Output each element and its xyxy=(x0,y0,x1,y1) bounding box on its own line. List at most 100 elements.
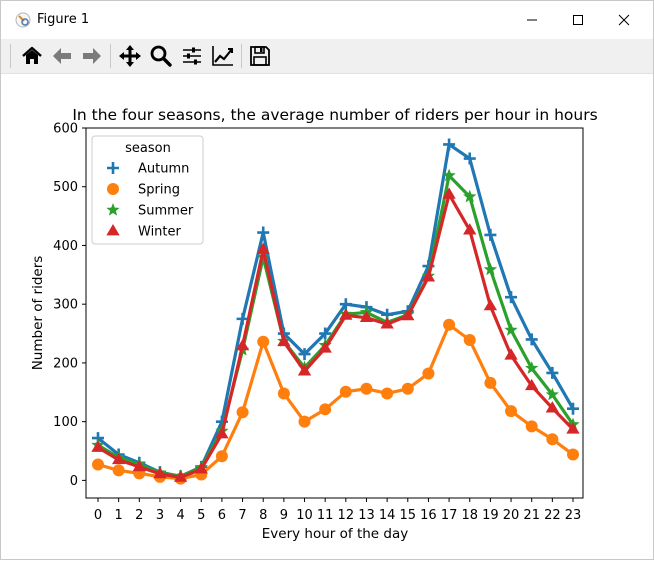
arrow-left-icon xyxy=(53,48,71,64)
data-point-autumn xyxy=(505,291,518,304)
x-tick-label: 4 xyxy=(176,508,184,523)
y-tick-label: 200 xyxy=(53,356,78,371)
move-icon xyxy=(119,45,141,67)
data-point-winter xyxy=(91,440,105,452)
sliders-icon xyxy=(183,47,201,65)
maximize-button[interactable] xyxy=(555,1,601,39)
series-winter xyxy=(91,187,580,482)
legend-label-winter: Winter xyxy=(138,225,182,240)
back-button[interactable] xyxy=(48,42,76,70)
arrow-right-icon xyxy=(83,48,101,64)
pan-button[interactable] xyxy=(116,42,144,70)
close-icon xyxy=(618,14,630,26)
x-tick-label: 17 xyxy=(441,508,458,523)
minimize-button[interactable] xyxy=(509,1,555,39)
legend-marker-winter xyxy=(106,224,120,236)
data-point-spring xyxy=(92,458,104,471)
x-tick-label: 3 xyxy=(156,508,164,523)
data-point-summer xyxy=(463,189,477,203)
data-point-winter xyxy=(339,308,353,320)
x-tick-label: 8 xyxy=(259,508,267,523)
data-point-spring xyxy=(277,387,290,400)
close-button[interactable] xyxy=(601,1,647,39)
data-point-spring xyxy=(567,448,579,461)
data-point-spring xyxy=(257,335,270,348)
x-axis-ticks: 0 1 2 3 4 5 6 7 8 9 10 11 12 13 14 15 16 17 18 19 20 21 22 23 xyxy=(94,498,581,523)
data-point-spring xyxy=(546,433,559,446)
x-tick-label: 13 xyxy=(358,508,375,523)
y-tick-label: 400 xyxy=(53,239,78,254)
data-point-winter xyxy=(194,462,208,474)
data-point-winter xyxy=(545,401,559,413)
legend-label-spring: Spring xyxy=(138,183,180,198)
x-tick-label: 5 xyxy=(197,508,205,523)
toolbar-separator xyxy=(241,44,242,68)
edit-axis-button[interactable] xyxy=(209,42,237,70)
y-tick-label: 300 xyxy=(53,298,78,313)
data-point-autumn xyxy=(257,226,270,239)
data-point-autumn xyxy=(319,327,332,340)
data-point-autumn xyxy=(236,312,249,325)
data-point-summer xyxy=(504,323,518,336)
data-point-autumn xyxy=(546,366,559,379)
legend-label-autumn: Autumn xyxy=(138,162,189,177)
legend: season Autumn Spring Summer Winter xyxy=(91,135,204,245)
zoom-button[interactable] xyxy=(147,42,175,70)
chart-title: In the four seasons, the average number … xyxy=(72,106,597,124)
data-point-spring xyxy=(236,406,249,419)
x-tick-label: 6 xyxy=(218,508,226,523)
x-tick-label: 21 xyxy=(523,508,540,523)
data-point-spring xyxy=(525,420,538,433)
x-tick-label: 14 xyxy=(379,508,396,523)
home-icon xyxy=(22,46,42,64)
forward-button[interactable] xyxy=(78,42,106,70)
x-tick-label: 15 xyxy=(400,508,417,523)
data-point-autumn xyxy=(567,402,579,415)
legend-marker-autumn xyxy=(107,162,119,174)
x-tick-label: 18 xyxy=(461,508,478,523)
series-layer xyxy=(91,138,580,485)
data-point-winter xyxy=(235,338,250,351)
x-tick-label: 10 xyxy=(296,508,313,523)
data-point-spring xyxy=(422,367,435,380)
data-point-winter xyxy=(463,223,477,235)
data-point-summer xyxy=(483,262,498,276)
data-point-winter xyxy=(153,466,167,479)
data-point-autumn xyxy=(298,348,311,361)
data-point-winter xyxy=(173,470,188,482)
save-button[interactable] xyxy=(246,42,274,70)
data-point-summer xyxy=(545,387,560,401)
legend-title: season xyxy=(125,141,171,156)
data-point-winter xyxy=(525,378,539,391)
data-point-spring xyxy=(339,385,352,398)
data-point-autumn xyxy=(525,333,538,346)
configure-subplots-button[interactable] xyxy=(178,42,206,70)
data-point-spring xyxy=(215,450,228,463)
data-point-winter xyxy=(112,452,126,465)
plot-area-frame xyxy=(85,127,584,499)
minimize-icon xyxy=(527,19,537,21)
data-point-winter xyxy=(318,341,332,353)
y-axis-ticks: 0 100 200 300 400 500 600 xyxy=(53,122,86,489)
data-point-spring xyxy=(443,318,456,331)
x-tick-label: 2 xyxy=(135,508,143,523)
x-tick-label: 23 xyxy=(565,508,582,523)
series-line-spring xyxy=(97,323,574,481)
data-point-spring xyxy=(401,382,414,395)
data-point-winter xyxy=(359,310,374,323)
data-point-spring xyxy=(484,376,497,389)
data-point-winter xyxy=(277,334,291,347)
data-point-winter xyxy=(483,298,498,311)
home-button[interactable] xyxy=(18,42,46,70)
maximize-icon xyxy=(573,15,583,25)
line-chart-icon xyxy=(212,46,233,66)
data-point-spring xyxy=(463,334,476,347)
data-point-summer xyxy=(525,361,539,374)
toolbar-separator xyxy=(10,44,11,68)
data-point-winter xyxy=(297,364,312,376)
x-tick-label: 11 xyxy=(317,508,334,523)
x-tick-label: 19 xyxy=(482,508,499,523)
x-tick-label: 22 xyxy=(544,508,561,523)
data-point-winter xyxy=(442,187,456,199)
